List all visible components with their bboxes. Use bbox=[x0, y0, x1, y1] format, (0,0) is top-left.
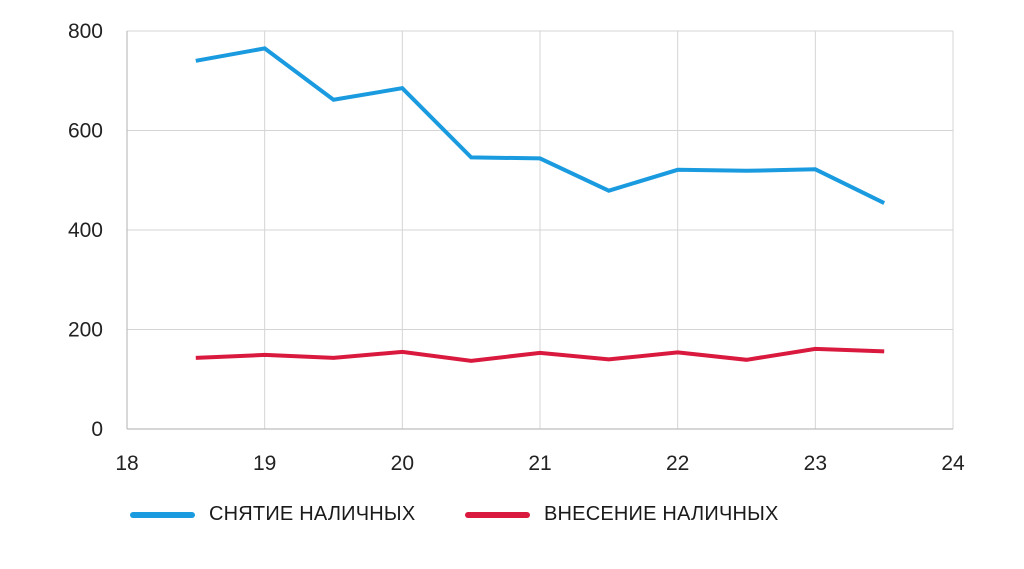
legend-swatch-series-0 bbox=[130, 511, 195, 518]
x-tick-label: 23 bbox=[804, 452, 827, 475]
legend-item-series-0: СНЯТИЕ НАЛИЧНЫХ bbox=[130, 503, 415, 526]
gridlines bbox=[127, 30, 954, 429]
y-axis-tick-labels: 0 200 400 600 800 bbox=[68, 20, 103, 441]
y-tick-label: 400 bbox=[68, 219, 103, 242]
series-lines bbox=[195, 46, 886, 363]
chart-legend: СНЯТИЕ НАЛИЧНЫХ ВНЕСЕНИЕ НАЛИЧНЫХ bbox=[0, 503, 1024, 537]
x-tick-label: 21 bbox=[528, 452, 551, 475]
legend-swatch-series-1 bbox=[465, 511, 530, 518]
axes bbox=[126, 31, 953, 430]
x-tick-label: 22 bbox=[666, 452, 689, 475]
x-tick-label: 18 bbox=[115, 452, 138, 475]
x-tick-label: 20 bbox=[391, 452, 414, 475]
legend-label-series-1: ВНЕСЕНИЕ НАЛИЧНЫХ bbox=[544, 503, 779, 525]
x-axis-tick-labels: 18 19 20 21 22 23 24 bbox=[115, 452, 965, 475]
legend-label-series-0: СНЯТИЕ НАЛИЧНЫХ bbox=[209, 503, 416, 525]
x-tick-label: 24 bbox=[941, 452, 965, 475]
legend-item-series-1: ВНЕСЕНИЕ НАЛИЧНЫХ bbox=[465, 503, 779, 526]
line-chart: 0 200 400 600 800 18 19 20 21 22 23 24 bbox=[68, 20, 965, 475]
y-tick-label: 800 bbox=[68, 20, 103, 43]
y-tick-label: 600 bbox=[68, 120, 103, 143]
y-tick-label: 0 bbox=[91, 418, 103, 441]
x-tick-label: 19 bbox=[253, 452, 276, 475]
y-tick-label: 200 bbox=[68, 319, 103, 342]
